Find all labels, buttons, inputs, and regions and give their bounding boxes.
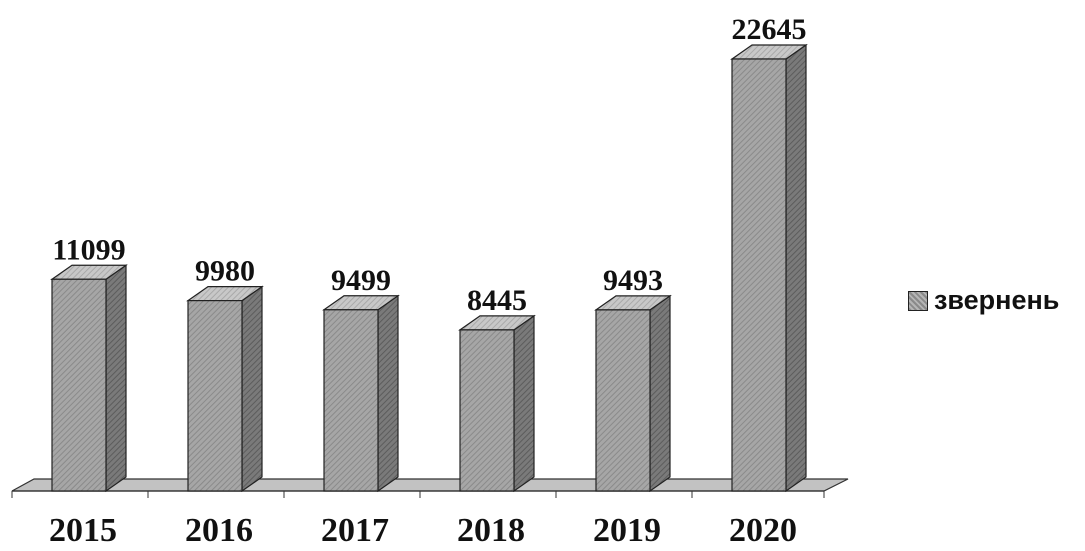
bar-front bbox=[51, 278, 107, 492]
data-label: 11099 bbox=[52, 233, 125, 266]
bar-side bbox=[513, 314, 535, 493]
x-tick-label: 2019 bbox=[593, 512, 661, 549]
bar-front bbox=[323, 309, 379, 492]
x-tick-label: 2020 bbox=[729, 512, 797, 549]
data-label: 8445 bbox=[467, 284, 527, 317]
data-label: 9493 bbox=[603, 264, 663, 297]
bar-front bbox=[187, 300, 243, 492]
legend-label: звернень bbox=[934, 285, 1060, 315]
x-tick-label: 2017 bbox=[321, 512, 389, 549]
bar-2016 bbox=[186, 285, 264, 493]
x-tick-label: 2015 bbox=[49, 512, 117, 549]
bar-front bbox=[459, 329, 515, 492]
chart-floor bbox=[11, 478, 849, 492]
bar-side bbox=[241, 285, 263, 493]
bar-front bbox=[731, 58, 787, 492]
bar-2015 bbox=[50, 264, 128, 493]
bar-2020 bbox=[730, 43, 808, 493]
x-tick-label: 2016 bbox=[185, 512, 253, 549]
data-label: 9980 bbox=[195, 255, 255, 288]
bar-side bbox=[649, 294, 671, 493]
bar-2017 bbox=[322, 294, 400, 493]
data-label: 9499 bbox=[331, 264, 391, 297]
bar-front bbox=[595, 309, 651, 492]
legend: звернень bbox=[908, 285, 1059, 316]
bar-side bbox=[785, 43, 807, 493]
x-tick-label: 2018 bbox=[457, 512, 525, 549]
data-label: 22645 bbox=[732, 13, 807, 46]
bar-2019 bbox=[594, 294, 672, 493]
bar-2018 bbox=[458, 314, 536, 493]
bar-side bbox=[377, 294, 399, 493]
bar-side bbox=[105, 264, 127, 493]
legend-swatch bbox=[908, 290, 928, 311]
